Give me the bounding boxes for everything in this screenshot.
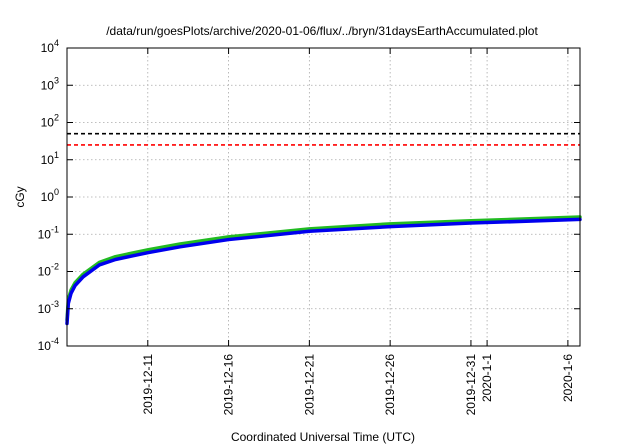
x-tick-label: 2020-1-1 bbox=[480, 354, 494, 402]
y-tick-label: 10-2 bbox=[38, 262, 59, 279]
chart-title: /data/run/goesPlots/archive/2020-01-06/f… bbox=[106, 24, 538, 38]
y-tick-label: 104 bbox=[41, 38, 59, 55]
x-tick-label: 2019-12-11 bbox=[141, 354, 155, 415]
y-tick-label: 100 bbox=[41, 187, 59, 204]
y-tick-label: 10-1 bbox=[38, 224, 59, 241]
series-line bbox=[65, 217, 582, 326]
y-axis-ticks: 10-4 10-3 10-2 10-1 100 101 102 103 104 bbox=[38, 38, 580, 353]
x-tick-label: 2019-12-21 bbox=[302, 354, 316, 416]
y-tick-label: 101 bbox=[41, 150, 59, 167]
y-tick-label: 10-4 bbox=[38, 336, 59, 353]
y-tick-label: 10-3 bbox=[38, 299, 59, 316]
grid bbox=[67, 47, 580, 347]
x-tick-label: 2019-12-31 bbox=[464, 354, 478, 416]
x-axis-title: Coordinated Universal Time (UTC) bbox=[231, 430, 415, 444]
x-tick-label: 2019-12-16 bbox=[222, 354, 236, 416]
y-tick-label: 103 bbox=[41, 75, 59, 92]
x-tick-label: 2019-12-26 bbox=[383, 354, 397, 416]
x-tick-label: 2020-1-6 bbox=[561, 354, 575, 402]
series-lines bbox=[65, 215, 582, 326]
reference-lines bbox=[67, 132, 580, 146]
y-tick-label: 102 bbox=[41, 113, 59, 130]
x-axis-ticks: 2019-12-11 2019-12-16 2019-12-21 2019-12-26… bbox=[141, 48, 575, 415]
y-axis-title: cGy bbox=[13, 186, 27, 207]
series-line bbox=[65, 215, 582, 322]
